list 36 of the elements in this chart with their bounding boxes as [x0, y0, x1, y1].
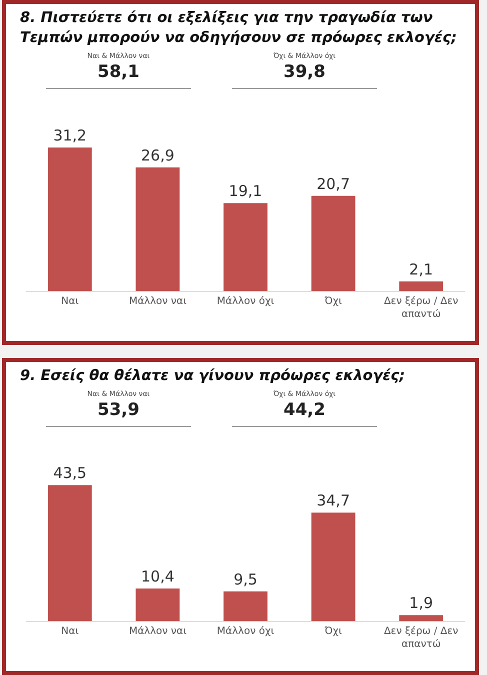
data-label: 19,1	[228, 182, 262, 200]
bar	[311, 196, 356, 291]
text: 58,1	[96, 62, 140, 82]
bar	[136, 588, 180, 621]
x-tick-label: Δεν ξέρω / Δεν απαντώ	[384, 296, 459, 320]
x-tick-label: Ναι	[61, 296, 80, 307]
bar	[224, 591, 268, 621]
bar	[311, 512, 356, 621]
chart-title: 9. Εσείς θα θέλατε να γίνουν πρόωρες εκλογές;	[19, 367, 406, 386]
data-label: 9,5	[234, 570, 258, 588]
data-label: 26,9	[140, 146, 174, 164]
bar	[224, 203, 268, 291]
x-tick-label: Δεν ξέρω / Δεν απαντώ	[384, 626, 459, 650]
data-label: 20,7	[316, 174, 350, 193]
text: 44,2	[282, 400, 326, 420]
x-tick-label: Μάλλον όχι	[216, 626, 275, 637]
x-tick-label: Όχι	[324, 626, 343, 637]
bar	[399, 615, 444, 621]
text: 53,9	[96, 400, 140, 420]
data-label: 34,7	[316, 492, 350, 510]
bar	[399, 281, 444, 291]
data-label: 31,2	[53, 126, 87, 145]
bar	[48, 148, 92, 291]
text: 39,8	[282, 62, 326, 82]
x-tick-label: Μάλλον ναι	[128, 296, 188, 307]
bar	[48, 485, 92, 621]
x-tick-label: Ναι	[61, 626, 80, 637]
bar	[136, 167, 180, 291]
data-label: 2,1	[409, 260, 434, 278]
x-tick-label: Όχι	[324, 296, 343, 307]
data-label: 43,5	[53, 464, 87, 482]
data-label: 1,9	[409, 594, 434, 612]
x-tick-label: Μάλλον όχι	[216, 296, 275, 307]
data-label: 10,4	[140, 568, 174, 586]
x-tick-label: Μάλλον ναι	[128, 626, 188, 637]
chart-title: 8. Πιστεύετε ότι οι εξελίξεις για την τραγωδία των Τεμπών μπορούν να οδηγήσουν σε πρόωρες εκλογές;	[19, 9, 458, 48]
